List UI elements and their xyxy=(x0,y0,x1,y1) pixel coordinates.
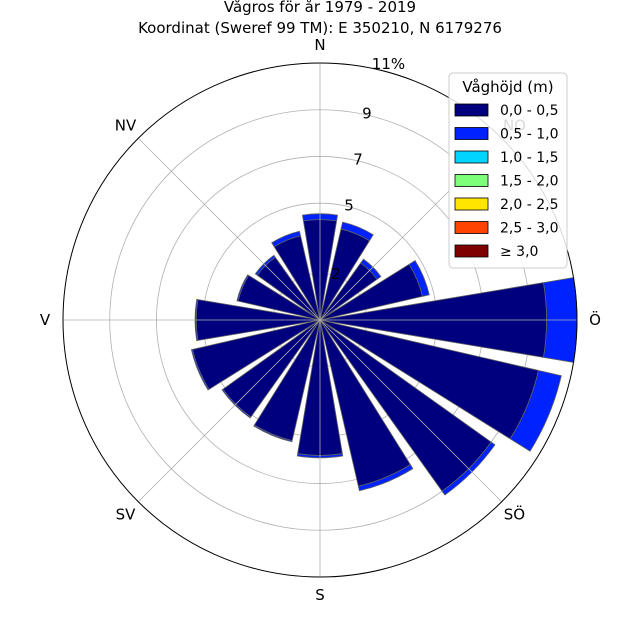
chart-subtitle: Koordinat (Sweref 99 TM): E 350210, N 61… xyxy=(138,19,502,37)
legend-title: Våghöjd (m) xyxy=(462,78,553,96)
outer-ring xyxy=(62,62,578,578)
radial-tick-label-4: 11% xyxy=(372,55,405,73)
legend-swatch-6 xyxy=(454,244,489,258)
radial-tick-label-0: 2 xyxy=(331,265,341,283)
direction-label-7: NV xyxy=(115,117,137,135)
polar-axes xyxy=(62,62,578,578)
bar-sector-12-bin-1 xyxy=(194,298,199,342)
legend-swatch-3 xyxy=(454,174,489,187)
radial-tick-label-1: 5 xyxy=(344,196,354,214)
legend-label-5: 2,5 - 3,0 xyxy=(500,221,558,237)
legend-label-3: 1,5 - 2,0 xyxy=(500,174,558,190)
legend-swatch-0 xyxy=(454,103,489,117)
legend-label-0: 0,0 - 0,5 xyxy=(500,103,558,119)
bar-sector-15-bin-1 xyxy=(271,230,302,248)
grid-spoke-3 xyxy=(319,319,503,503)
bar-sector-3-bin-1 xyxy=(408,260,430,297)
bar-sector-6-bin-1 xyxy=(441,441,496,496)
bar-sector-11-bin-1 xyxy=(190,348,210,391)
bar-sector-1-bin-1 xyxy=(340,221,374,242)
legend: Våghöjd (m) 0,0 - 0,5 0,5 - 1,0 1,0 - 1,5 1… xyxy=(448,72,568,269)
bar-sector-9-bin-1 xyxy=(253,424,293,443)
legend-label-2: 1,0 - 1,5 xyxy=(500,150,558,166)
legend-items: 0,0 - 0,5 0,5 - 1,0 1,0 - 1,5 1,5 - 2,0 2,0 … xyxy=(454,103,558,260)
legend-swatch-2 xyxy=(454,150,489,164)
radial-tick-labels: 2 5 7 9 11% xyxy=(331,55,405,283)
grid-spoke-5 xyxy=(137,319,321,503)
radial-tick-label-3: 9 xyxy=(362,105,372,123)
bar-sector-10-bin-1 xyxy=(221,388,252,419)
radial-tick-label-2: 7 xyxy=(353,150,363,168)
legend-swatch-5 xyxy=(454,221,489,234)
direction-label-5: SV xyxy=(116,505,137,523)
legend-label-1: 0,5 - 1,0 xyxy=(500,127,558,143)
direction-label-3: SÖ xyxy=(504,504,525,523)
direction-label-0: N xyxy=(314,36,325,54)
chart-title: Vågros för år 1979 - 2019 xyxy=(224,0,416,16)
legend-label-6: ≥ 3,0 xyxy=(500,244,538,260)
legend-swatch-1 xyxy=(454,127,489,140)
legend-swatch-4 xyxy=(454,197,489,211)
grid-spoke-7 xyxy=(137,137,321,321)
direction-label-4: S xyxy=(315,586,325,604)
legend-box xyxy=(448,72,568,269)
bar-sector-7-bin-1 xyxy=(357,464,414,492)
legend-label-4: 2,0 - 2,5 xyxy=(500,197,558,213)
bar-sector-13-bin-1 xyxy=(236,274,250,302)
direction-label-2: Ö xyxy=(589,310,601,329)
bar-sector-5-bin-1 xyxy=(509,369,562,452)
direction-label-6: V xyxy=(40,311,51,329)
